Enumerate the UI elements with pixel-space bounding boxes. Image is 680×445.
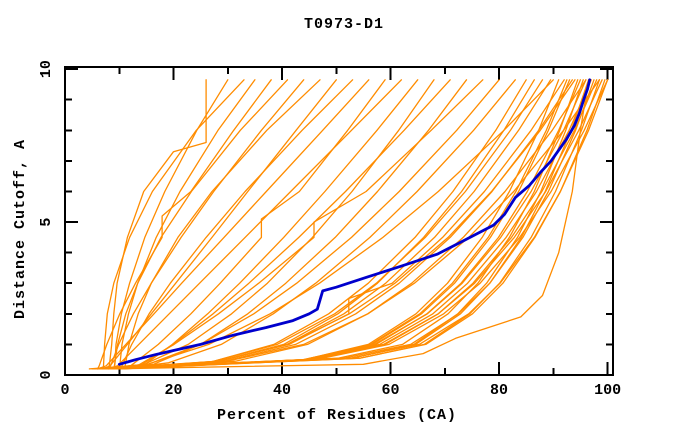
- model-curve: [102, 79, 337, 370]
- model-curve: [107, 79, 573, 370]
- model-curve: [102, 79, 245, 370]
- plot-border: [64, 66, 614, 376]
- model-curve: [118, 79, 516, 370]
- model-curve: [113, 79, 386, 370]
- x-axis-label: Percent of Residues (CA): [217, 407, 457, 424]
- x-tick-label: 40: [273, 382, 291, 399]
- x-tick-label: 100: [594, 382, 621, 399]
- model-curve: [107, 79, 403, 370]
- model-curve: [96, 79, 579, 370]
- model-curve: [107, 79, 590, 370]
- model-curve: [102, 79, 435, 370]
- model-curve: [96, 79, 544, 370]
- model-curve: [91, 79, 609, 370]
- model-curve: [118, 79, 584, 370]
- model-curve: [113, 79, 590, 370]
- x-tick-label: 20: [165, 382, 183, 399]
- model-curve: [113, 79, 606, 370]
- y-tick-label: 5: [38, 218, 55, 227]
- model-curve: [96, 79, 587, 370]
- model-curve: [124, 79, 321, 370]
- chart-title: T0973-D1: [304, 16, 384, 33]
- model-curve: [102, 79, 609, 370]
- model-curve: [124, 79, 419, 370]
- x-tick-label: 60: [382, 382, 400, 399]
- model-curve: [102, 79, 601, 370]
- model-curve: [91, 79, 576, 370]
- y-tick-label: 10: [38, 60, 55, 78]
- x-tick-label: 80: [490, 382, 508, 399]
- model-curve: [96, 79, 603, 370]
- model-curve: [118, 79, 451, 370]
- model-curve: [88, 79, 554, 370]
- model-curve: [96, 79, 500, 370]
- model-curve: [113, 79, 229, 370]
- x-tick-label: 0: [60, 382, 69, 399]
- model-curve: [96, 79, 370, 370]
- plot-layer: 0 20 40 60 80 100 0 5 10: [38, 60, 621, 399]
- y-tick-label: 0: [38, 370, 55, 379]
- model-curve: [118, 79, 587, 370]
- y-axis-label: Distance Cutoff, A: [12, 139, 29, 319]
- highlighted-model-curve: [117, 78, 592, 366]
- model-curve: [113, 79, 571, 370]
- model-curve: [91, 79, 595, 370]
